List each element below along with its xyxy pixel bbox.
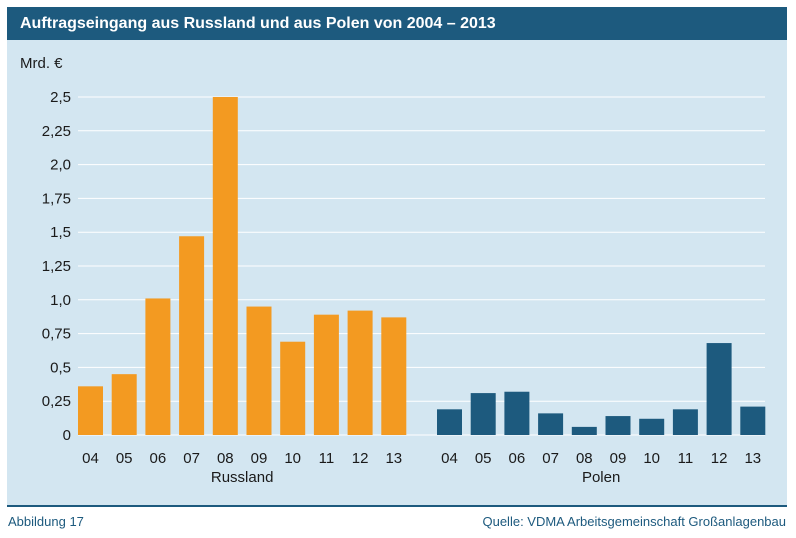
bar-polen-10 xyxy=(639,418,665,435)
bar-polen-05 xyxy=(470,393,496,435)
y-tick-label: 1,5 xyxy=(50,224,71,241)
y-tick-label: 0,75 xyxy=(42,326,71,343)
x-tick-label: 05 xyxy=(475,450,492,467)
bar-russland-07 xyxy=(179,236,205,435)
x-tick-label: 06 xyxy=(509,450,526,467)
x-tick-label: 07 xyxy=(542,450,559,467)
x-tick-label: 05 xyxy=(116,450,133,467)
bar-russland-13 xyxy=(381,317,407,435)
y-axis-label: Mrd. € xyxy=(20,55,63,72)
x-tick-label: 11 xyxy=(678,450,694,467)
x-tick-label: 04 xyxy=(82,450,99,467)
bar-polen-09 xyxy=(605,416,631,435)
y-tick-label: 2,5 xyxy=(50,89,71,106)
bar-russland-04 xyxy=(78,386,103,435)
y-tick-label: 1,25 xyxy=(42,258,71,275)
x-tick-label: 13 xyxy=(744,450,761,467)
group-label-russland: Russland xyxy=(211,469,274,486)
chart-title-bar: Auftragseingang aus Russland und aus Pol… xyxy=(7,7,787,40)
source-note: Quelle: VDMA Arbeitsgemeinschaft Großanl… xyxy=(482,514,786,529)
bar-russland-05 xyxy=(111,374,137,435)
y-tick-label: 1,75 xyxy=(42,190,71,207)
bar-russland-08 xyxy=(212,97,238,435)
bar-polen-07 xyxy=(538,413,564,435)
x-tick-label: 12 xyxy=(711,450,728,467)
bar-polen-12 xyxy=(706,343,732,435)
x-tick-label: 10 xyxy=(284,450,301,467)
bar-russland-06 xyxy=(145,298,171,435)
bar-polen-08 xyxy=(571,426,597,435)
bar-polen-11 xyxy=(672,409,698,435)
x-tick-label: 06 xyxy=(150,450,167,467)
bars xyxy=(78,97,766,435)
x-tick-label: 09 xyxy=(610,450,627,467)
bar-polen-06 xyxy=(504,391,530,435)
y-tick-label: 0,25 xyxy=(42,393,71,410)
figure-label: Abbildung 17 xyxy=(8,514,84,529)
x-tick-label: 11 xyxy=(319,450,335,467)
y-tick-label: 0,5 xyxy=(50,359,71,376)
y-tick-label: 2,25 xyxy=(42,123,71,140)
x-tick-label: 09 xyxy=(251,450,268,467)
bar-russland-10 xyxy=(280,341,306,435)
bar-russland-09 xyxy=(246,306,272,435)
panel-bottom-rule xyxy=(7,505,787,507)
x-tick-label: 08 xyxy=(576,450,593,467)
x-tick-label: 12 xyxy=(352,450,369,467)
x-tick-label: 07 xyxy=(183,450,200,467)
bar-polen-13 xyxy=(740,406,766,435)
y-tick-label: 0 xyxy=(63,427,71,444)
x-tick-label: 13 xyxy=(385,450,402,467)
axis-labels: 0 0,25 0,5 0,75 1,0 1,25 1,5 1,75 2,0 2,25 2,5 Mrd.… xyxy=(20,55,761,486)
x-tick-label: 08 xyxy=(217,450,234,467)
group-label-polen: Polen xyxy=(582,469,620,486)
y-tick-label: 1,0 xyxy=(50,292,71,309)
x-tick-label: 04 xyxy=(441,450,458,467)
bar-russland-11 xyxy=(313,314,339,435)
chart-title: Auftragseingang aus Russland und aus Pol… xyxy=(20,15,496,32)
y-tick-label: 2,0 xyxy=(50,157,71,174)
bar-polen-04 xyxy=(437,409,462,435)
x-tick-label: 10 xyxy=(643,450,660,467)
bar-russland-12 xyxy=(347,310,373,435)
